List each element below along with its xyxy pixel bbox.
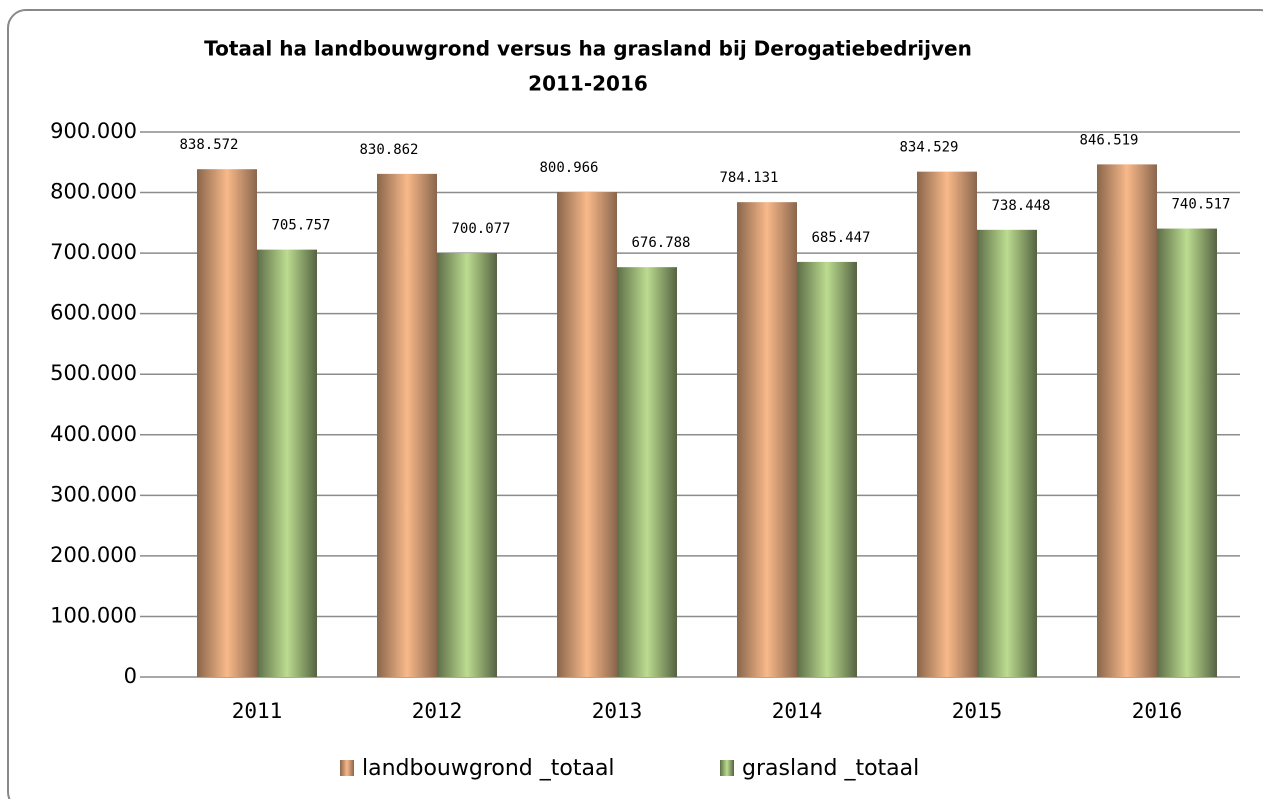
legend-swatch [340,760,354,776]
data-label: 846.519 [1079,132,1138,148]
x-tick-label: 2013 [592,699,643,723]
y-tick-label: 600.000 [50,301,137,325]
y-tick-label: 900.000 [50,119,137,143]
data-label: 800.966 [539,160,598,176]
bar [797,261,857,677]
data-label: 830.862 [359,142,418,158]
y-tick-label: 300.000 [50,482,137,506]
legend-label: grasland _totaal [742,756,919,781]
legend-label: landbouwgrond _totaal [362,756,615,781]
x-tick-label: 2016 [1132,699,1183,723]
chart-subtitle: 2011-2016 [528,72,648,96]
y-tick-label: 100.000 [50,603,137,627]
bar [557,191,617,678]
data-label: 740.517 [1171,197,1230,213]
data-label: 834.529 [899,140,958,156]
x-tick-label: 2012 [412,699,463,723]
bar [1097,164,1157,677]
bar [1157,228,1217,678]
bar [617,267,677,677]
bar [737,202,797,678]
data-label: 676.788 [631,235,690,251]
bar [437,253,497,677]
bar [257,249,317,677]
data-label: 705.757 [271,218,330,234]
y-tick-label: 500.000 [50,361,137,385]
x-tick-label: 2011 [232,699,283,723]
bar [377,173,437,678]
x-tick-label: 2015 [952,699,1003,723]
data-label: 738.448 [991,198,1050,214]
data-label: 700.077 [451,221,510,237]
y-tick-label: 200.000 [50,543,137,567]
bar [977,229,1037,677]
y-tick-label: 700.000 [50,240,137,264]
chart-title: Totaal ha landbouwgrond versus ha grasla… [204,37,972,61]
bar [197,169,257,677]
data-label: 784.131 [719,170,778,186]
data-label: 685.447 [811,230,870,246]
y-tick-label: 800.000 [50,180,137,204]
data-label: 838.572 [179,137,238,153]
y-tick-label: 400.000 [50,422,137,446]
x-tick-label: 2014 [772,699,823,723]
y-tick-label: 0 [124,664,137,688]
bar [917,171,977,677]
legend-swatch [720,760,734,776]
